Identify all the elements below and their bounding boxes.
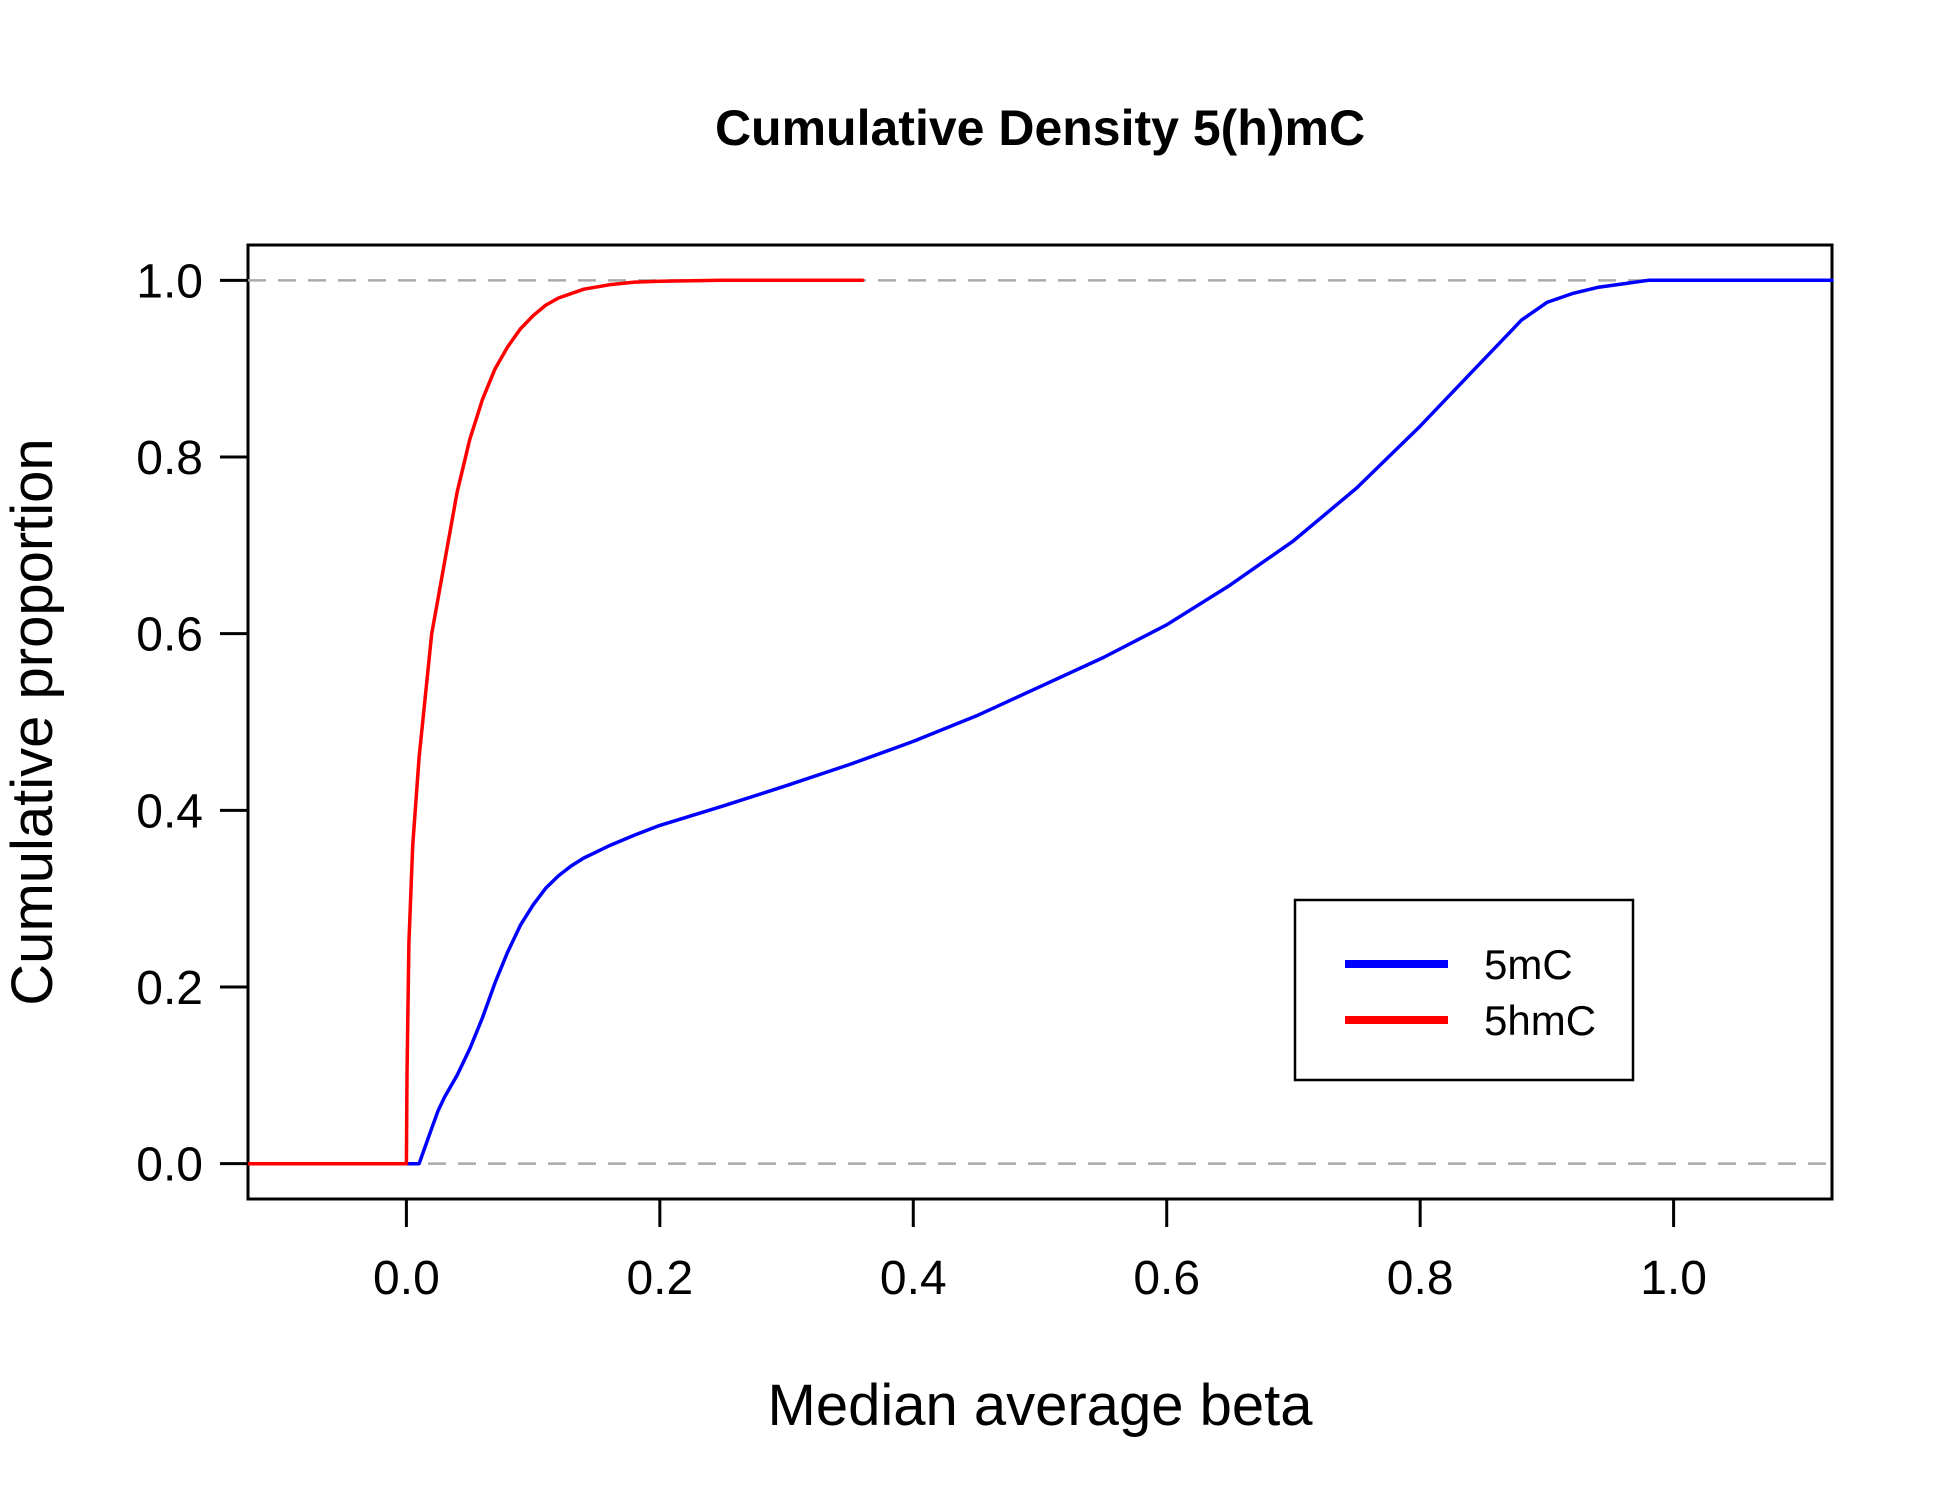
plot-frame	[246, 243, 1834, 1201]
y-tick-label-5: 1.0	[136, 255, 203, 308]
y-tick-label-3: 0.6	[136, 609, 203, 662]
x-axis: 0.0 0.2 0.4 0.6 0.8 1.0	[373, 1199, 1707, 1305]
y-axis-label: Cumulative proportion	[0, 438, 65, 1005]
y-tick-label-0: 0.0	[136, 1139, 203, 1192]
series-lines	[246, 278, 1834, 1166]
series-line-5hmC	[246, 278, 865, 1166]
reference-lines	[248, 279, 1832, 1165]
legend-label-5mC: 5mC	[1484, 941, 1573, 988]
x-tick-label-2: 0.4	[880, 1252, 947, 1305]
y-axis: 0.0 0.2 0.4 0.6 0.8 1.0	[136, 255, 248, 1192]
y-tick-label-1: 0.2	[136, 962, 203, 1015]
y-tick-label-2: 0.4	[136, 785, 203, 838]
x-axis-label: Median average beta	[768, 1373, 1314, 1438]
x-tick-label-1: 0.2	[626, 1252, 693, 1305]
x-tick-label-3: 0.6	[1133, 1252, 1200, 1305]
series-line-5mC	[246, 278, 1834, 1166]
legend-label-5hmC: 5hmC	[1484, 997, 1596, 1044]
y-tick-label-4: 0.8	[136, 432, 203, 485]
x-tick-label-5: 1.0	[1640, 1252, 1707, 1305]
chart-title: Cumulative Density 5(h)mC	[715, 100, 1365, 156]
x-tick-label-4: 0.8	[1387, 1252, 1454, 1305]
x-tick-label-0: 0.0	[373, 1252, 440, 1305]
legend-box	[1293, 898, 1635, 1082]
legend: 5mC 5hmC	[1293, 898, 1635, 1082]
